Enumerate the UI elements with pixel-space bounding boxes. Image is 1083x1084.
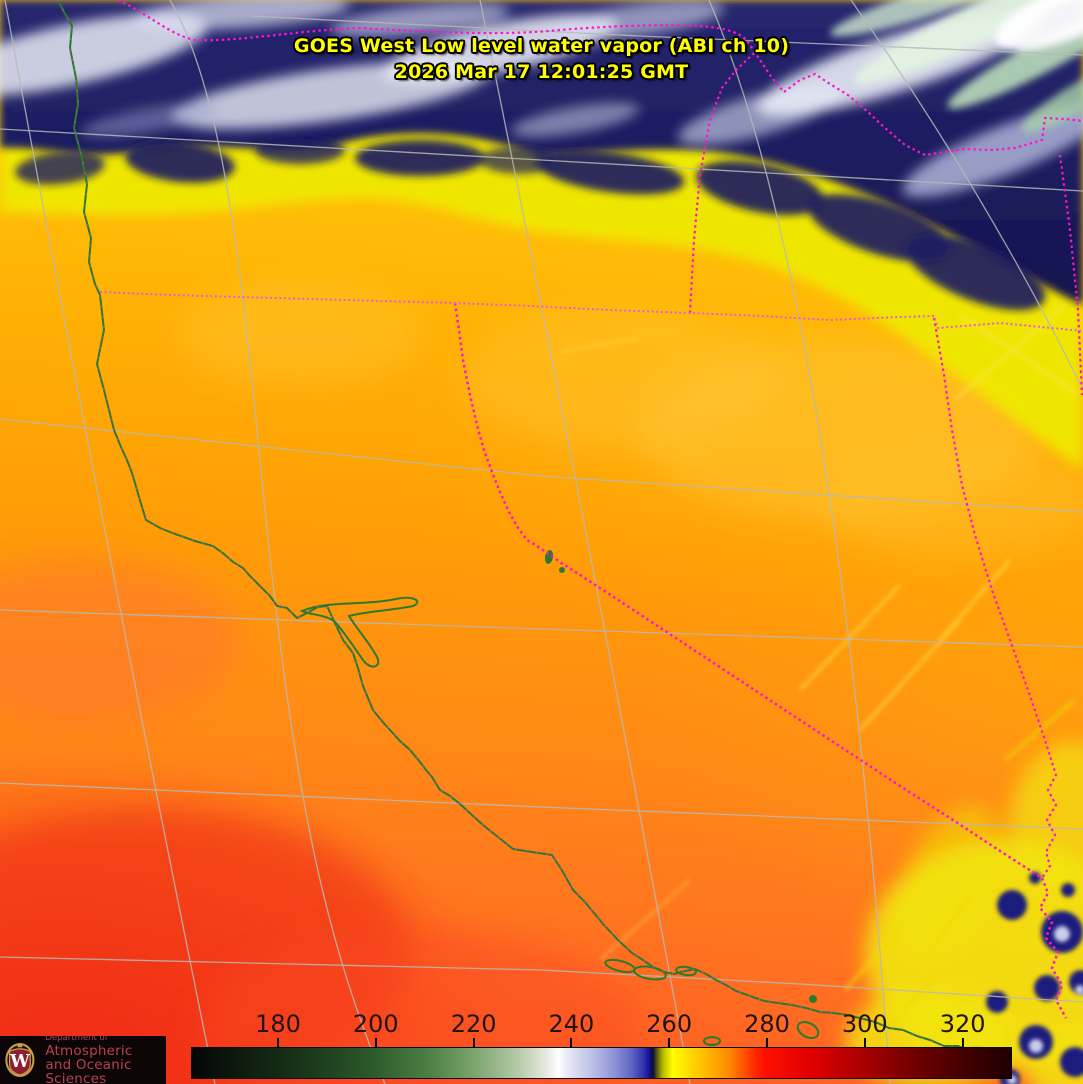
logo-text: Department of Atmospheric and Oceanic Sc… bbox=[45, 1034, 166, 1084]
state-borders bbox=[117, 0, 1083, 1019]
colorbar-tick-label: 220 bbox=[450, 1010, 497, 1038]
colorbar-tick bbox=[374, 1038, 377, 1047]
colorbar-tick-label: 180 bbox=[255, 1010, 301, 1038]
border-california-nevada bbox=[453, 302, 1068, 1019]
colorbar-tick bbox=[570, 1038, 573, 1047]
image-timestamp: 2026 Mar 17 12:01:25 GMT bbox=[394, 61, 689, 83]
colorbar-tick bbox=[277, 1038, 279, 1047]
border-oregon-idaho bbox=[688, 47, 763, 314]
sf-bay bbox=[299, 596, 419, 668]
colorbar-tick bbox=[472, 1038, 475, 1047]
very-cold-green-clouds bbox=[830, 0, 1083, 133]
colorbar-tick-label: 280 bbox=[744, 1010, 790, 1038]
colorbar-tick-label: 320 bbox=[939, 1010, 986, 1038]
colorbar-tick-label: 300 bbox=[841, 1010, 888, 1038]
logo-dept-line2: and Oceanic Sciences bbox=[45, 1057, 132, 1084]
channel-islands bbox=[604, 958, 820, 1046]
crest-monogram: W bbox=[9, 1052, 30, 1072]
border-columbia-river bbox=[117, 0, 785, 93]
colorbar-tick bbox=[863, 1038, 866, 1047]
image-title: GOES West Low level water vapor (ABI ch … bbox=[293, 35, 790, 57]
colorbar-tick bbox=[766, 1038, 768, 1047]
colorbar-gradient bbox=[191, 1047, 1012, 1079]
moisture-mottling bbox=[0, 285, 1083, 1084]
uw-crest: W bbox=[4, 1042, 35, 1078]
logo-dept-line1: Atmospheric bbox=[45, 1042, 133, 1059]
border-snake-river-idaho bbox=[783, 72, 1083, 157]
storm-cells bbox=[843, 698, 1083, 1084]
logo-dept-prefix: Department of bbox=[45, 1033, 108, 1043]
cirrus-streaks bbox=[559, 303, 1082, 962]
colorbar-tick-label: 200 bbox=[352, 1010, 399, 1038]
colorbar-tick-label: 240 bbox=[548, 1010, 595, 1038]
border-idaho-east bbox=[1058, 154, 1083, 396]
border-42nd-parallel bbox=[99, 291, 1083, 332]
colorbar-tick-label: 260 bbox=[646, 1010, 693, 1038]
colorbar-tick bbox=[961, 1038, 964, 1047]
aos-logo: W Department of Atmospheric and Oceanic … bbox=[0, 1034, 166, 1084]
border-nevada-utah-arizona bbox=[932, 317, 1058, 879]
colorbar-tick bbox=[668, 1038, 671, 1047]
lake-tahoe bbox=[544, 550, 817, 1003]
